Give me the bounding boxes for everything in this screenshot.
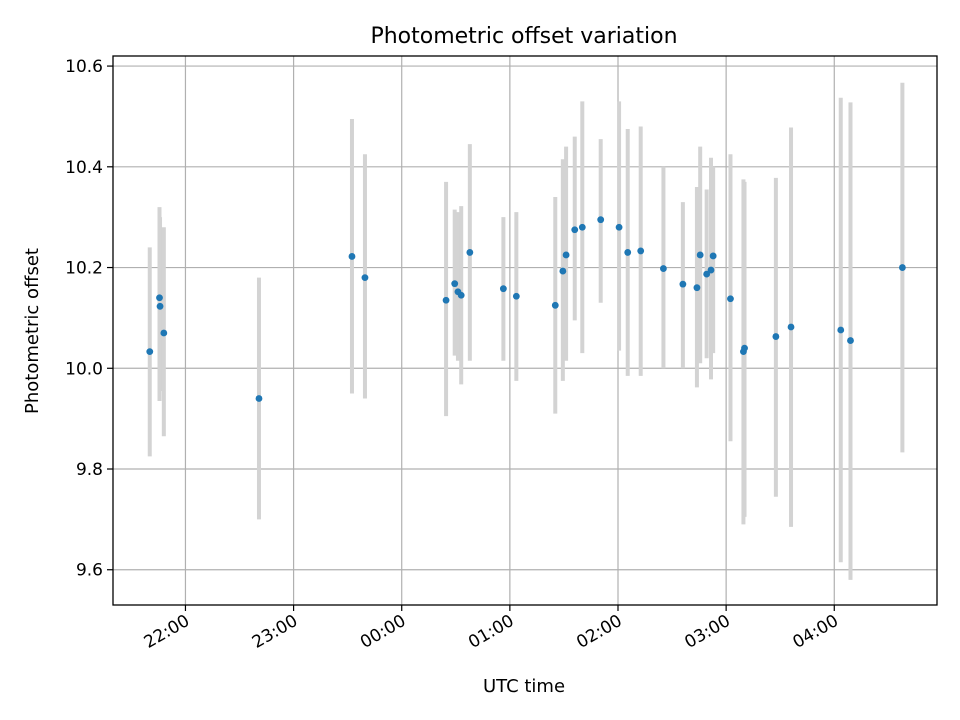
data-point (156, 294, 163, 302)
data-point (466, 249, 474, 256)
y-tick-label: 10.0 (65, 359, 103, 379)
errorbar-layer (147, 82, 905, 580)
data-point (571, 226, 579, 234)
data-point (741, 344, 748, 352)
data-point (597, 216, 605, 224)
data-point (660, 265, 667, 272)
data-point (696, 251, 704, 259)
data-point (693, 284, 701, 292)
data-point (160, 329, 168, 337)
data-point (637, 247, 645, 255)
y-tick-label: 9.8 (76, 460, 103, 480)
data-point (837, 326, 845, 334)
data-point (559, 267, 567, 275)
data-point (442, 296, 450, 304)
x-tick-label: 04:00 (790, 611, 842, 653)
data-point (156, 302, 164, 310)
data-point (499, 285, 507, 293)
data-point (847, 337, 854, 344)
y-tick-label: 10.6 (65, 57, 103, 77)
data-point (898, 264, 906, 271)
x-tick-label: 03:00 (681, 611, 733, 653)
data-point (727, 295, 734, 303)
grid-layer (113, 56, 937, 605)
chart-title: Photometric offset variation (370, 24, 677, 49)
y-tick-label: 10.4 (65, 158, 103, 178)
data-point (512, 292, 520, 300)
data-point (578, 223, 586, 231)
x-tick-label: 00:00 (357, 611, 409, 653)
data-point (451, 280, 459, 288)
x-tick-label: 01:00 (465, 611, 517, 653)
data-point (562, 251, 570, 259)
data-point (361, 274, 369, 282)
data-point (457, 291, 465, 299)
data-point (348, 253, 356, 260)
y-axis-label: Photometric offset (22, 248, 43, 414)
data-point (772, 333, 780, 340)
point-layer (146, 216, 906, 402)
y-tick-label: 10.2 (65, 259, 103, 279)
data-point (146, 348, 154, 356)
data-point (679, 280, 687, 288)
data-point (551, 301, 559, 309)
data-point (615, 223, 623, 231)
data-point (255, 395, 263, 402)
data-point (787, 323, 795, 331)
data-point (709, 252, 717, 260)
data-point (624, 249, 632, 256)
y-tick-label: 9.6 (76, 561, 103, 581)
x-tick-label: 23:00 (249, 611, 301, 653)
x-tick-label: 22:00 (141, 611, 193, 653)
data-point (707, 266, 715, 274)
plot-area-frame (112, 55, 938, 606)
x-axis-label: UTC time (483, 676, 565, 697)
data-point (703, 270, 711, 278)
x-tick-label: 02:00 (573, 611, 625, 653)
